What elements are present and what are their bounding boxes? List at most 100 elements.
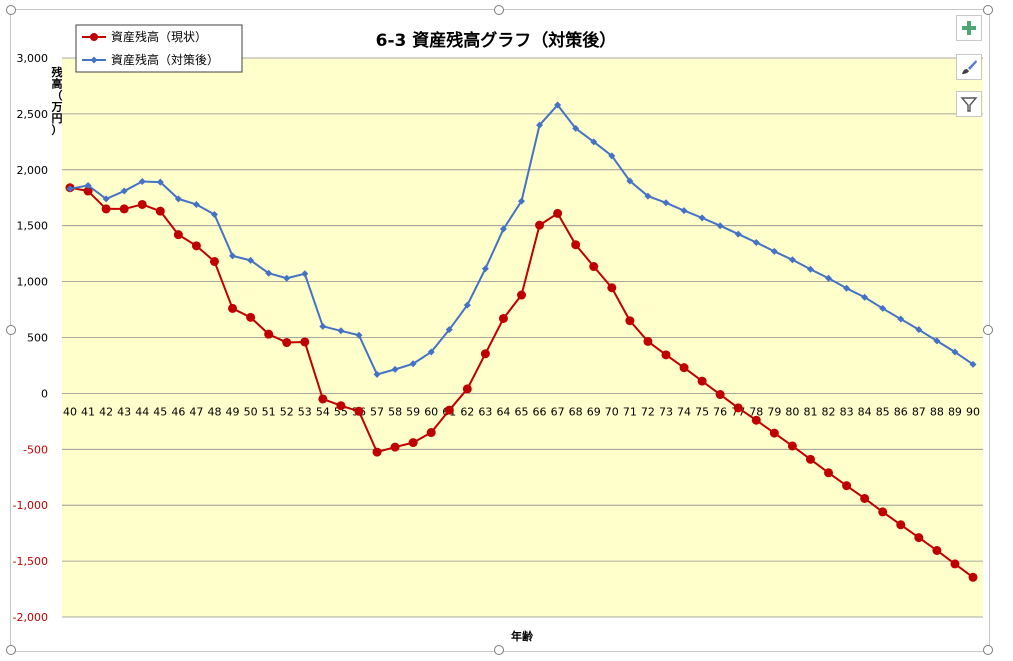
- data-point[interactable]: [751, 415, 761, 425]
- data-point[interactable]: [83, 186, 93, 196]
- data-point[interactable]: [932, 545, 942, 555]
- data-point[interactable]: [481, 265, 489, 273]
- data-point[interactable]: [337, 327, 345, 335]
- data-point[interactable]: [409, 360, 417, 368]
- data-point[interactable]: [716, 222, 724, 230]
- data-point[interactable]: [427, 348, 435, 356]
- data-point[interactable]: [805, 454, 815, 464]
- data-point[interactable]: [119, 204, 129, 214]
- resize-handle-bottom-right[interactable]: [983, 645, 993, 655]
- data-point[interactable]: [571, 240, 581, 250]
- data-point[interactable]: [607, 283, 617, 293]
- data-point[interactable]: [643, 336, 653, 346]
- data-point[interactable]: [518, 197, 525, 205]
- data-point[interactable]: [462, 384, 472, 394]
- data-point[interactable]: [173, 230, 183, 240]
- data-point[interactable]: [246, 312, 256, 322]
- data-point[interactable]: [283, 274, 291, 282]
- data-point[interactable]: [878, 507, 888, 517]
- data-point[interactable]: [896, 520, 906, 530]
- data-point[interactable]: [264, 329, 274, 339]
- legend-item-1[interactable]: 資産残高（現状）: [82, 29, 207, 44]
- data-point[interactable]: [843, 284, 851, 292]
- data-point[interactable]: [300, 337, 310, 347]
- data-point[interactable]: [373, 370, 381, 378]
- data-point[interactable]: [228, 303, 238, 313]
- data-point[interactable]: [138, 178, 146, 186]
- legend[interactable]: 資産残高（現状） 資産残高（対策後）: [75, 24, 243, 73]
- data-point[interactable]: [679, 363, 689, 373]
- data-point[interactable]: [174, 195, 182, 203]
- chart-elements-button[interactable]: [956, 15, 982, 41]
- data-point[interactable]: [914, 533, 924, 543]
- data-point[interactable]: [608, 152, 616, 160]
- data-point[interactable]: [661, 350, 671, 360]
- data-point[interactable]: [444, 405, 454, 415]
- data-point[interactable]: [788, 256, 796, 264]
- y-axis-title[interactable]: 残高（万円）: [51, 65, 63, 137]
- data-point[interactable]: [644, 192, 652, 200]
- data-point[interactable]: [301, 270, 309, 278]
- data-point[interactable]: [860, 493, 870, 503]
- data-point[interactable]: [210, 211, 218, 219]
- data-point[interactable]: [282, 338, 292, 348]
- data-point[interactable]: [969, 360, 977, 368]
- data-point[interactable]: [950, 559, 960, 569]
- data-point[interactable]: [879, 304, 887, 312]
- data-point[interactable]: [265, 269, 273, 277]
- data-point[interactable]: [698, 214, 706, 222]
- data-point[interactable]: [933, 337, 941, 345]
- data-point[interactable]: [769, 428, 779, 438]
- data-point[interactable]: [733, 403, 743, 413]
- data-point[interactable]: [355, 331, 363, 339]
- data-point[interactable]: [137, 199, 147, 209]
- data-point[interactable]: [824, 468, 834, 478]
- data-point[interactable]: [354, 406, 364, 416]
- data-point[interactable]: [318, 394, 328, 404]
- data-point[interactable]: [209, 256, 219, 266]
- resize-handle-bottom-left[interactable]: [6, 645, 16, 655]
- data-point[interactable]: [156, 178, 164, 186]
- data-point[interactable]: [572, 124, 580, 132]
- data-point[interactable]: [463, 301, 471, 309]
- legend-item-2[interactable]: 資産残高（対策後）: [82, 52, 219, 67]
- data-point[interactable]: [102, 195, 110, 203]
- data-point[interactable]: [445, 326, 453, 334]
- resize-handle-bottom[interactable]: [494, 645, 504, 655]
- data-point[interactable]: [192, 200, 200, 208]
- data-point[interactable]: [229, 252, 237, 260]
- data-point[interactable]: [101, 204, 111, 214]
- data-point[interactable]: [806, 265, 814, 273]
- data-point[interactable]: [734, 230, 742, 238]
- data-point[interactable]: [625, 316, 635, 326]
- data-point[interactable]: [590, 138, 598, 146]
- data-point[interactable]: [825, 274, 833, 282]
- data-point[interactable]: [191, 241, 201, 251]
- data-point[interactable]: [390, 442, 400, 452]
- data-point[interactable]: [319, 322, 327, 330]
- resize-handle-top-right[interactable]: [983, 5, 993, 15]
- data-point[interactable]: [697, 376, 707, 386]
- data-point[interactable]: [680, 207, 688, 215]
- data-point[interactable]: [372, 447, 382, 457]
- data-point[interactable]: [897, 315, 905, 323]
- data-point[interactable]: [861, 293, 869, 301]
- chart-styles-button[interactable]: [956, 54, 982, 80]
- data-point[interactable]: [66, 185, 74, 193]
- series-1[interactable]: [65, 183, 978, 582]
- chart-filters-button[interactable]: [956, 91, 982, 117]
- data-point[interactable]: [787, 441, 797, 451]
- data-point[interactable]: [517, 290, 526, 300]
- x-axis-title[interactable]: 年齢: [511, 629, 534, 643]
- data-point[interactable]: [480, 349, 490, 359]
- data-point[interactable]: [536, 121, 544, 129]
- data-point[interactable]: [498, 313, 508, 323]
- data-point[interactable]: [626, 177, 634, 185]
- data-point[interactable]: [391, 365, 399, 373]
- resize-handle-left[interactable]: [6, 325, 16, 335]
- resize-handle-right[interactable]: [983, 325, 993, 335]
- data-point[interactable]: [499, 225, 507, 233]
- data-point[interactable]: [553, 208, 563, 218]
- resize-handle-top-left[interactable]: [6, 5, 16, 15]
- data-point[interactable]: [426, 428, 436, 438]
